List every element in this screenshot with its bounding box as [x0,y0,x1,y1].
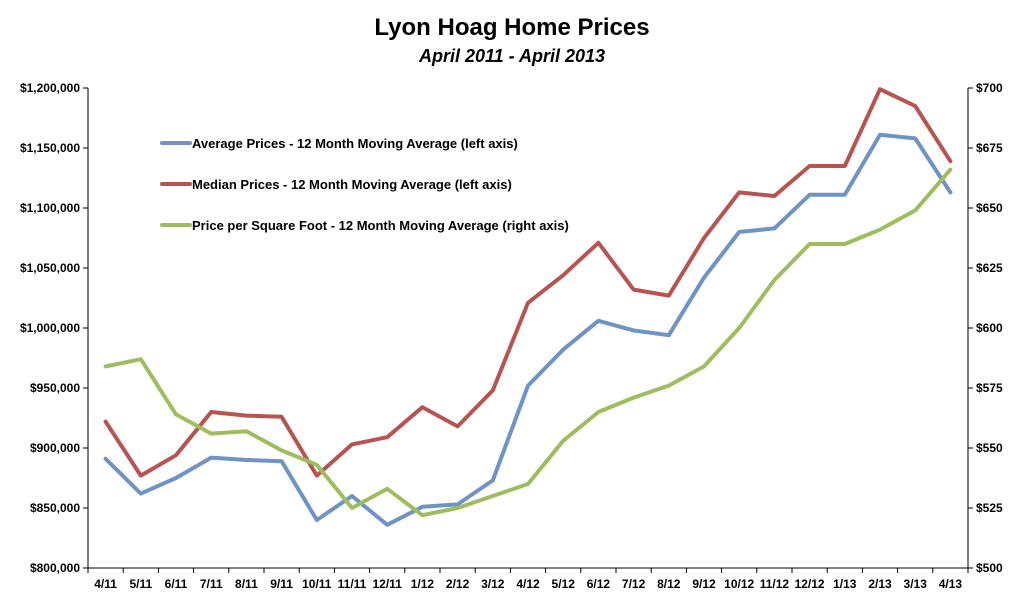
x-tick-label: 4/12 [516,577,540,591]
right-tick-label: $550 [976,441,1003,455]
left-tick-label: $1,100,000 [20,201,80,215]
x-tick-label: 12/11 [373,577,403,591]
right-tick-label: $650 [976,201,1003,215]
legend-label-3: Price per Square Foot - 12 Month Moving … [192,218,569,233]
right-tick-label: $525 [976,501,1003,515]
x-tick-label: 5/11 [129,577,152,591]
right-tick-label: $625 [976,261,1003,275]
x-tick-label: 8/12 [657,577,681,591]
x-tick-label: 2/12 [446,577,470,591]
x-tick-label: 1/12 [411,577,435,591]
x-tick-label: 12/12 [795,577,825,591]
legend-label-1: Average Prices - 12 Month Moving Average… [192,136,518,151]
left-tick-label: $1,000,000 [20,321,80,335]
x-tick-label: 10/11 [302,577,332,591]
left-tick-label: $1,200,000 [20,81,80,95]
x-tick-label: 7/12 [622,577,646,591]
x-tick-label: 6/11 [165,577,188,591]
x-tick-label: 4/11 [94,577,117,591]
left-tick-label: $1,050,000 [20,261,80,275]
x-tick-label: 2/13 [868,577,892,591]
right-tick-label: $500 [976,561,1003,575]
x-tick-label: 8/11 [235,577,258,591]
chart-subtitle: April 2011 - April 2013 [418,46,606,66]
series-line-1 [103,132,953,527]
x-tick-label: 9/12 [692,577,716,591]
right-tick-label: $575 [976,381,1003,395]
x-tick-label: 7/11 [200,577,223,591]
legend-label-2: Median Prices - 12 Month Moving Average … [192,177,512,192]
series-line-2 [103,87,953,478]
right-tick-label: $675 [976,141,1003,155]
x-tick-label: 1/13 [833,577,857,591]
left-tick-label: $950,000 [30,381,80,395]
left-tick-label: $850,000 [30,501,80,515]
x-tick-label: 6/12 [587,577,611,591]
x-tick-label: 4/13 [939,577,963,591]
chart-title: Lyon Hoag Home Prices [374,14,650,41]
series-line-3 [103,167,953,518]
x-tick-label: 3/13 [904,577,928,591]
left-tick-label: $800,000 [30,561,80,575]
x-tick-label: 9/11 [270,577,293,591]
x-tick-label: 3/12 [481,577,505,591]
x-tick-label: 11/11 [338,577,367,591]
right-tick-label: $700 [976,81,1003,95]
left-tick-label: $1,150,000 [20,141,80,155]
left-tick-label: $900,000 [30,441,80,455]
right-tick-label: $600 [976,321,1003,335]
x-tick-label: 10/12 [724,577,754,591]
x-tick-label: 11/12 [760,577,790,591]
x-tick-label: 5/12 [552,577,576,591]
